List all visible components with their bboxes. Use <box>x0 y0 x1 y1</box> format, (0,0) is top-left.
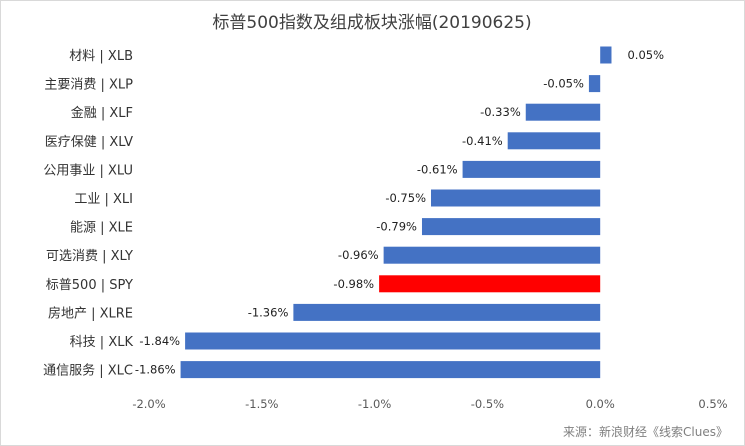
data-label: -0.05% <box>543 77 584 91</box>
category-label: 可选消费 | XLY <box>46 249 133 264</box>
x-tick-label: -0.5% <box>471 397 504 411</box>
labels-layer: 材料 | XLB 0.05% 主要消费 | XLP -0.05% 金融 | XLF -0.… <box>43 48 664 379</box>
data-label: -0.75% <box>385 191 426 205</box>
bar <box>379 275 601 293</box>
x-tick-label: 0.0% <box>586 397 615 411</box>
category-label: 公用事业 | XLU <box>43 163 133 178</box>
category-label: 材料 | XLB <box>69 49 133 64</box>
category-label: 主要消费 | XLP <box>44 78 133 93</box>
bar <box>588 75 601 93</box>
bar <box>431 189 601 207</box>
data-label: -1.86% <box>135 363 176 377</box>
data-label: -0.33% <box>480 105 521 119</box>
data-label: -0.41% <box>462 134 503 148</box>
data-label: -0.79% <box>376 220 417 234</box>
category-label: 通信服务 | XLC <box>43 363 133 379</box>
chart-title: 标普500指数及组成板块涨幅(20190625) <box>212 13 531 33</box>
bar <box>293 303 601 321</box>
x-tick-label: -1.0% <box>358 397 391 411</box>
category-label: 金融 | XLF <box>71 105 133 121</box>
bar <box>507 132 601 150</box>
category-label: 医疗保健 | XLV <box>45 135 133 150</box>
x-tick-label: -2.0% <box>132 397 165 411</box>
x-tick-label: -1.5% <box>245 397 278 411</box>
data-label: -1.36% <box>248 305 289 319</box>
bar <box>525 103 601 121</box>
bar <box>383 246 601 264</box>
category-label: 工业 | XLI <box>74 192 133 207</box>
category-label: 标普500 | SPY <box>46 278 133 293</box>
bar <box>600 46 612 64</box>
category-label: 科技 | XLK <box>70 335 134 350</box>
data-label: -1.84% <box>139 334 180 348</box>
category-label: 能源 | XLE <box>70 221 133 236</box>
x-tick-label: 0.5% <box>698 397 727 411</box>
bar <box>180 361 601 379</box>
source-note: 来源：新浪财经《线索Clues》 <box>563 424 728 439</box>
bar <box>185 332 601 350</box>
data-label: -0.98% <box>333 277 374 291</box>
bar <box>462 160 601 178</box>
category-label: 房地产 | XLRE <box>48 305 133 321</box>
data-label: -0.96% <box>338 248 379 262</box>
data-label: 0.05% <box>627 48 664 62</box>
x-axis: -2.0% -1.5% -1.0% -0.5% 0.0% 0.5% <box>132 397 727 411</box>
data-label: -0.61% <box>417 162 458 176</box>
bar <box>421 218 601 236</box>
bars-layer <box>180 46 612 379</box>
